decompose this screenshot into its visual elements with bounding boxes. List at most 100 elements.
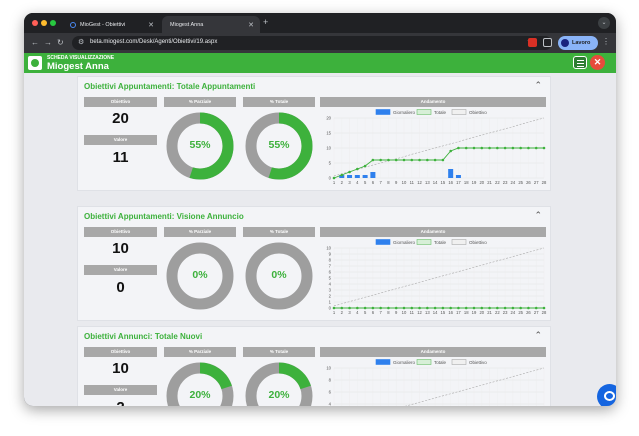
close-icon[interactable]: ✕ [590, 55, 605, 70]
close-window-icon[interactable] [32, 20, 38, 26]
target-line [333, 247, 545, 307]
chat-bubble-icon[interactable] [597, 384, 616, 406]
x-tick-label: 6 [372, 310, 375, 315]
daily-bar [448, 169, 454, 178]
profile-button[interactable]: Lavoro [558, 36, 598, 50]
total-point [433, 306, 437, 310]
url-text[interactable]: beta.miogest.com/Desk/Agenti/Obiettivi/1… [90, 39, 218, 45]
extensions-puzzle-icon[interactable] [543, 38, 552, 47]
legend-label: Totale [434, 240, 447, 245]
total-point [348, 170, 351, 174]
x-tick-label: 8 [387, 310, 390, 315]
total-point [457, 146, 460, 150]
total-point [441, 306, 445, 310]
totale-header: % Totale [243, 227, 315, 237]
back-icon[interactable]: ← [31, 38, 39, 47]
x-tick-label: 26 [526, 180, 531, 185]
total-point [426, 306, 429, 310]
y-tick-label: 6 [329, 270, 332, 275]
forward-icon[interactable]: → [44, 38, 52, 47]
total-point [488, 146, 491, 150]
maximize-window-icon[interactable] [50, 20, 56, 26]
x-tick-label: 11 [410, 310, 415, 315]
legend-swatch [416, 109, 432, 115]
reload-icon[interactable]: ↻ [57, 38, 64, 47]
donut-progress [245, 362, 313, 406]
legend-label: Giornaliero [393, 240, 416, 245]
minimize-window-icon[interactable] [41, 20, 47, 26]
tab-miogest-anna[interactable]: Miogest Anna ✕ [162, 16, 260, 33]
y-tick-label: 20 [326, 116, 331, 121]
hamburger-menu-icon[interactable] [573, 56, 587, 69]
total-point [457, 306, 460, 310]
legend-swatch [451, 239, 467, 245]
total-point [379, 306, 382, 310]
valore-header: Valore [84, 135, 157, 145]
obiettivo-value: 10 [112, 240, 129, 257]
parziale-percent: 55% [189, 139, 211, 151]
x-tick-label: 26 [526, 310, 531, 315]
x-tick-label: 4 [356, 310, 359, 315]
x-tick-label: 9 [395, 310, 398, 315]
andamento-header: Andamento [320, 347, 546, 357]
total-point [418, 158, 421, 162]
y-tick-label: 5 [329, 161, 332, 166]
tab-close-icon[interactable]: ✕ [248, 21, 254, 29]
chevron-up-icon[interactable]: ⌃ [534, 210, 542, 220]
extension-icon[interactable] [528, 38, 537, 47]
x-tick-label: 5 [364, 310, 367, 315]
omnibox[interactable]: ⚙ beta.miogest.com/Desk/Agenti/Obiettivi… [72, 36, 552, 50]
obiettivo-value: 20 [112, 110, 129, 127]
daily-bar [339, 175, 345, 178]
tab-search-icon[interactable]: ⌄ [598, 17, 610, 29]
x-tick-label: 6 [372, 180, 375, 185]
legend-swatch [451, 359, 467, 365]
total-point [356, 167, 359, 171]
totale-donut [245, 112, 313, 180]
chevron-up-icon[interactable]: ⌃ [534, 80, 542, 90]
andamento-header: Andamento [320, 97, 546, 107]
x-tick-label: 19 [472, 310, 477, 315]
obiettivo-value: 10 [112, 360, 129, 377]
totale-header: % Totale [243, 97, 315, 107]
new-tab-icon[interactable]: + [263, 17, 269, 27]
y-tick-label: 9 [329, 252, 332, 257]
x-tick-label: 1 [333, 180, 336, 185]
valore-header: Valore [84, 385, 157, 395]
total-point [519, 146, 522, 150]
tab-miogest-obiettivi[interactable]: MioGest - Obiettivi ✕ [62, 16, 160, 33]
total-point [379, 158, 382, 162]
daily-bar [347, 175, 353, 178]
donut-progress [166, 362, 234, 406]
x-tick-label: 15 [441, 310, 446, 315]
parziale-donut [166, 362, 234, 406]
daily-bar [354, 175, 360, 178]
total-point [464, 146, 468, 150]
total-point [441, 158, 445, 162]
total-point [511, 146, 515, 150]
legend-label: Totale [434, 110, 447, 115]
obiettivo-header: Obiettivo [84, 227, 157, 237]
x-tick-label: 17 [456, 180, 461, 185]
legend-label: Giornaliero [393, 360, 416, 365]
browser-window: MioGest - Obiettivi ✕ Miogest Anna ✕ + ⌄… [24, 13, 616, 406]
total-line [333, 147, 544, 179]
x-tick-label: 14 [433, 180, 438, 185]
total-point [348, 306, 351, 310]
legend-label: Obiettivo [469, 240, 487, 245]
obiettivo-header: Obiettivo [84, 97, 157, 107]
site-info-icon[interactable]: ⚙ [78, 39, 85, 46]
card-title: Obiettivi Appuntamenti: Visione Annuncio [84, 212, 244, 221]
x-tick-label: 23 [503, 180, 508, 185]
total-point [527, 306, 530, 310]
total-point [542, 306, 546, 310]
browser-menu-icon[interactable]: ⋮ [602, 37, 610, 46]
chevron-up-icon[interactable]: ⌃ [534, 330, 542, 340]
tab-close-icon[interactable]: ✕ [148, 21, 154, 29]
x-tick-label: 27 [534, 310, 539, 315]
app-header: SCHEDA VISUALIZZAZIONE Miogest Anna ✕ [24, 53, 616, 73]
legend-swatch [451, 109, 467, 115]
parziale-header: % Parziale [164, 347, 236, 357]
